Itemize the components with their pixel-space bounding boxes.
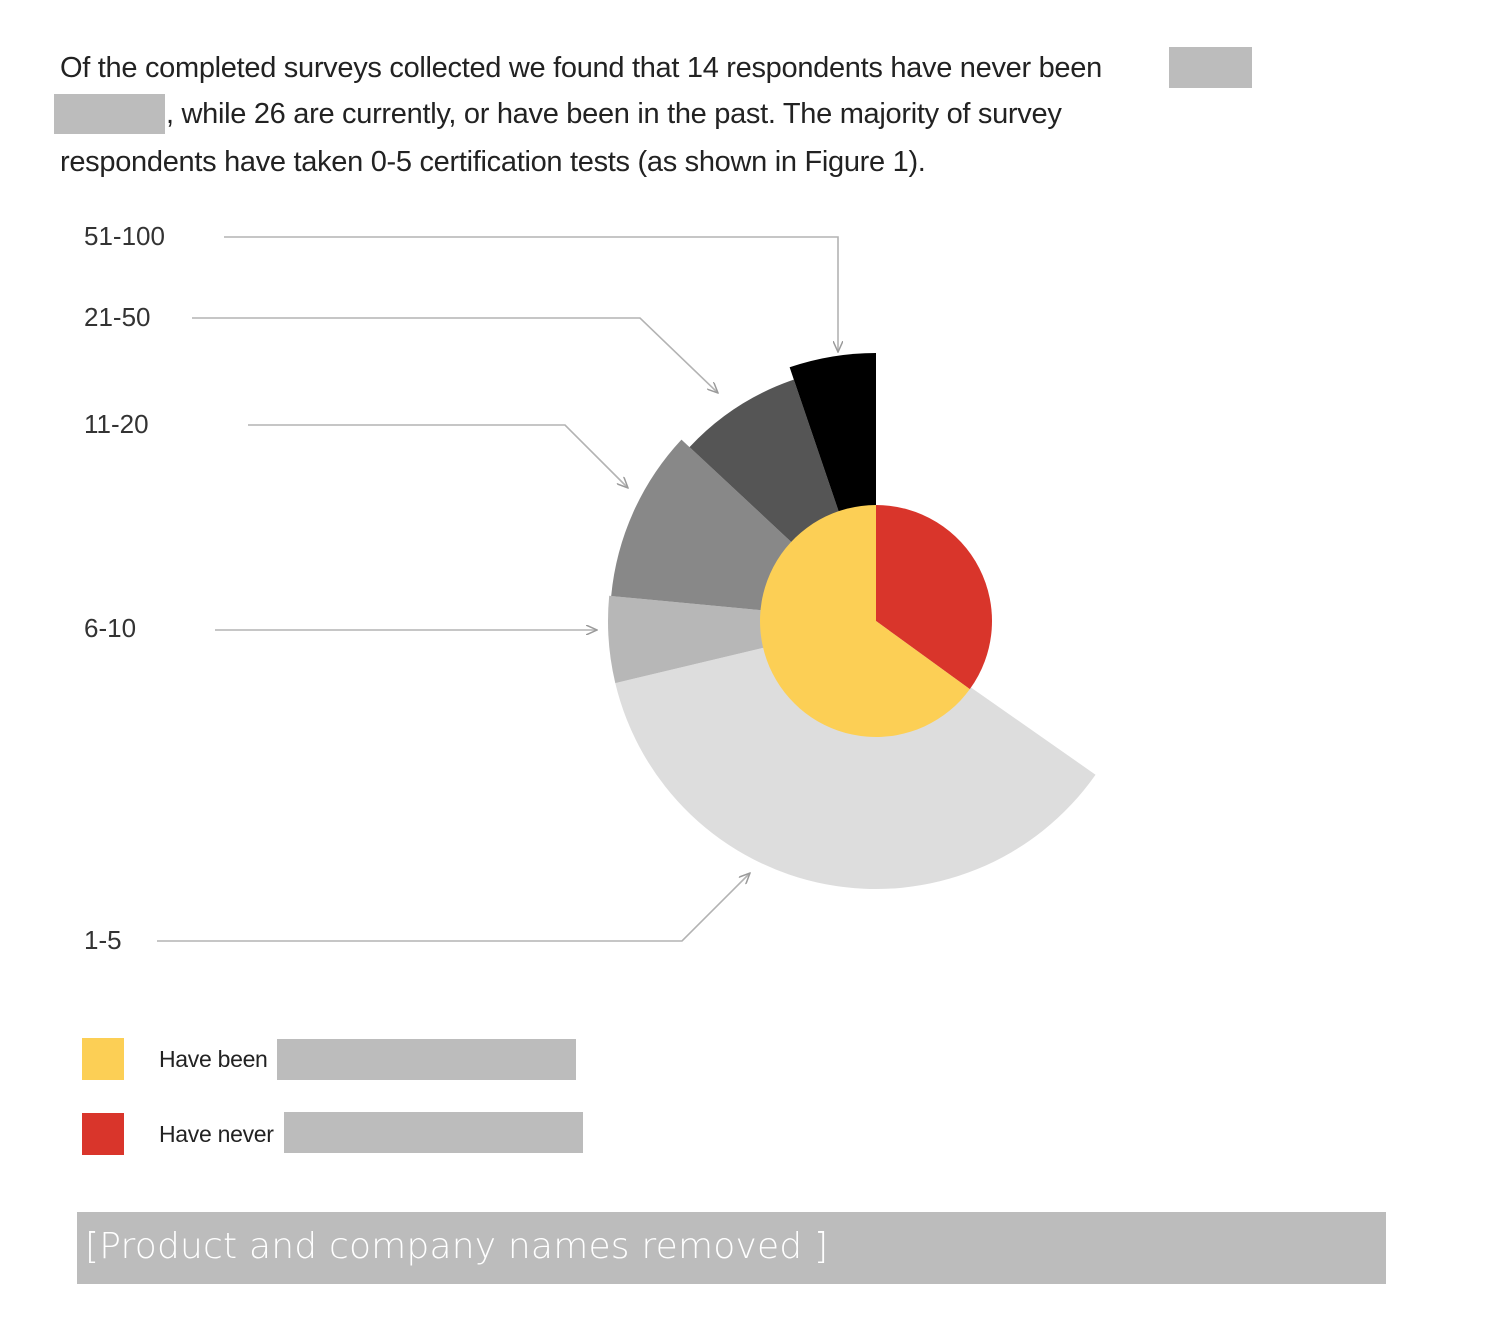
category-label-6-10: 6-10 bbox=[84, 613, 136, 643]
callout-line-21-50 bbox=[192, 317, 718, 393]
legend-swatch-have-never bbox=[82, 1113, 124, 1155]
pie-slice-have-been bbox=[759, 504, 970, 737]
intro-line-1: Of the completed surveys collected we fo… bbox=[60, 52, 1102, 84]
redaction-box-2 bbox=[54, 94, 165, 134]
intro-line-2: , while 26 are currently, or have been i… bbox=[166, 98, 1062, 130]
footer-note: [Product and company names removed ] bbox=[77, 1212, 1386, 1284]
category-label-21-50: 21-50 bbox=[84, 302, 151, 332]
category-label-51-100: 51-100 bbox=[84, 221, 165, 251]
footer-note-text: [Product and company names removed ] bbox=[85, 1226, 829, 1267]
callout-line-11-20 bbox=[248, 424, 628, 488]
callout-line-1-5 bbox=[157, 873, 750, 942]
pie-slice-have-never bbox=[876, 505, 992, 690]
intro-line-3: respondents have taken 0-5 certification… bbox=[60, 146, 926, 178]
legend-label-have-never: Have never bbox=[159, 1121, 274, 1147]
certification-chart: 1-5 6-10 11-20 21-50 51-100 bbox=[84, 221, 1096, 955]
callout-lines bbox=[157, 236, 838, 942]
category-label-11-20: 11-20 bbox=[84, 409, 149, 439]
redaction-box-1 bbox=[1169, 47, 1252, 88]
category-label-1-5: 1-5 bbox=[84, 925, 122, 955]
legend-label-have-been: Have been bbox=[159, 1046, 268, 1072]
ring-slice-1-5 bbox=[615, 621, 1096, 889]
legend-redaction-1 bbox=[277, 1039, 576, 1080]
legend-redaction-2 bbox=[284, 1112, 583, 1153]
inner-pie bbox=[759, 504, 992, 737]
callout-line-51-100 bbox=[224, 236, 838, 352]
legend-swatch-have-been bbox=[82, 1038, 124, 1080]
category-labels: 1-5 6-10 11-20 21-50 51-100 bbox=[84, 221, 165, 955]
